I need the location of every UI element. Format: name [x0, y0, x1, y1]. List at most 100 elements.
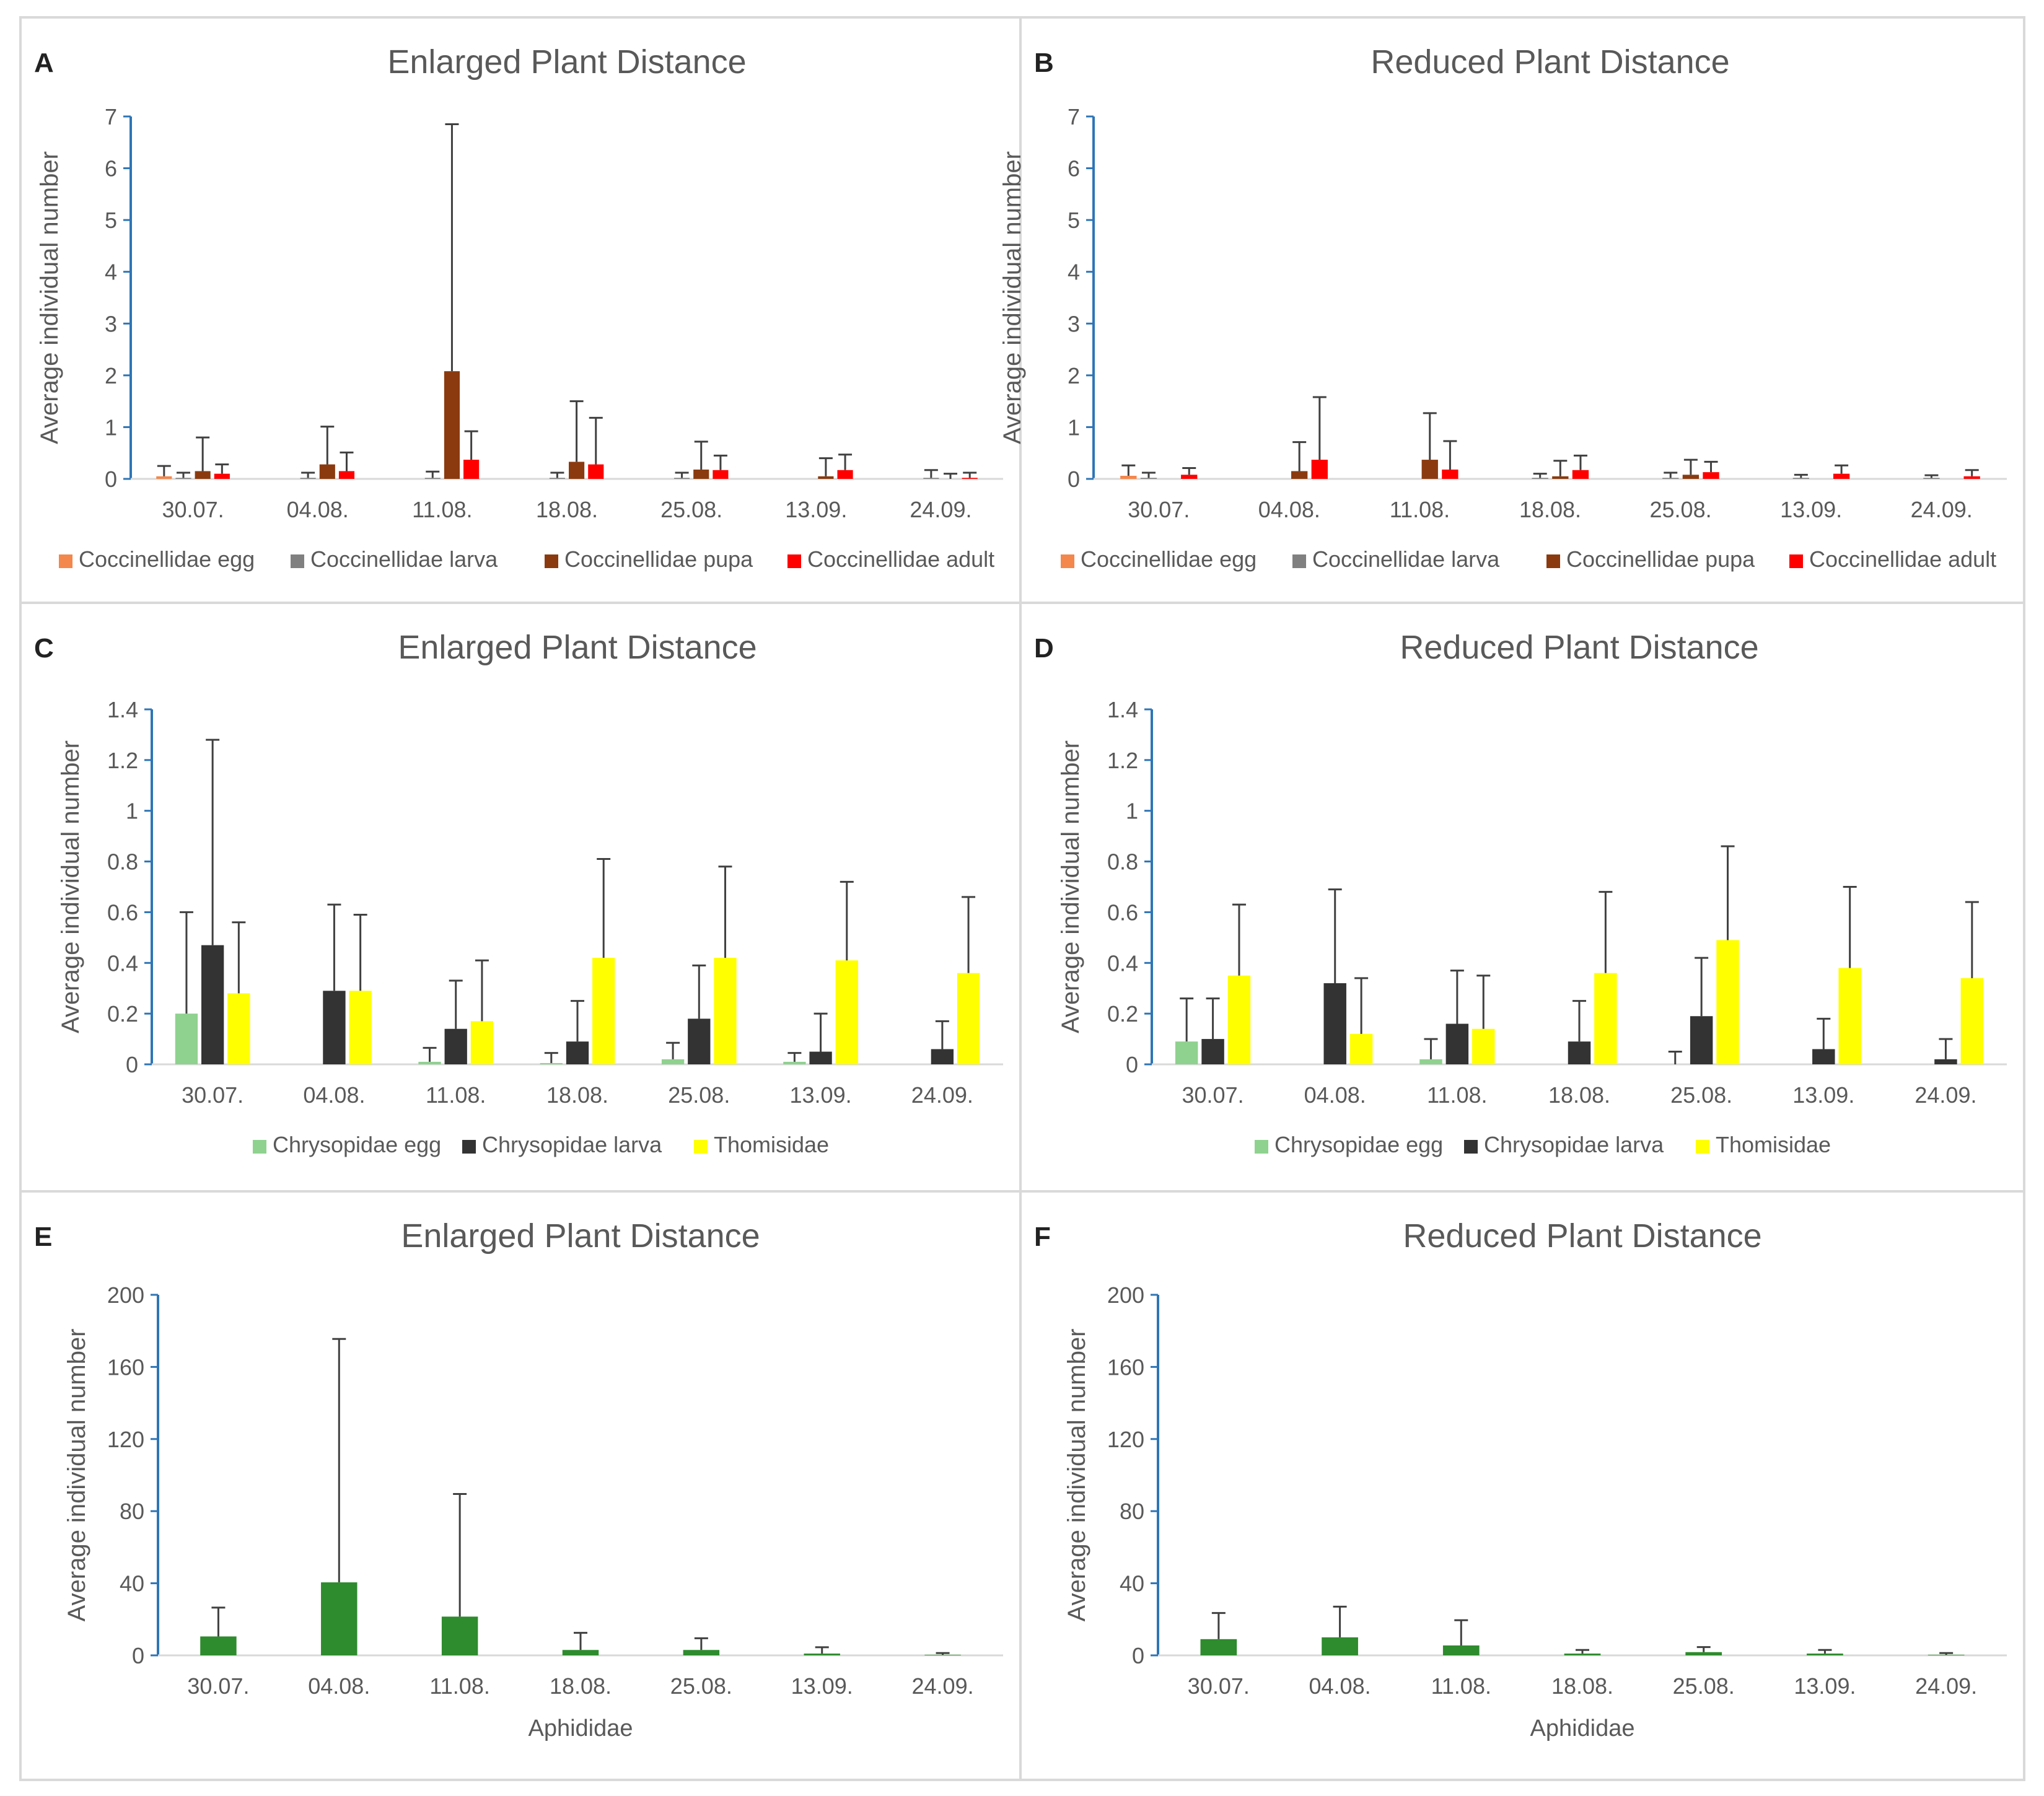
y-tick-label: 1.4: [1107, 697, 1138, 722]
bar-chrysopidae-larva-3007: [201, 945, 224, 1064]
y-tick-label: 200: [107, 1282, 144, 1308]
y-tick-label: 1.2: [1107, 748, 1138, 773]
legend-swatch-chrysopidae-egg: [253, 1140, 266, 1154]
legend-swatch-coccinellidae-adult: [787, 554, 801, 568]
bar-coccinellidae-adult-1808: [588, 464, 604, 479]
x-tick-label: 13.09.: [1780, 497, 1842, 522]
x-tick-label: 25.08.: [660, 497, 722, 522]
bar-coccinellidae-pupa-1108: [444, 371, 460, 479]
y-tick-label: 160: [1107, 1354, 1144, 1380]
bar-thomisidae-3007: [227, 993, 250, 1064]
legend: Chrysopidae egg Chrysopidae larva Thomisid…: [253, 1132, 829, 1157]
bar-coccinellidae-pupa-2508: [1682, 475, 1700, 479]
bar-coccinellidae-adult-2508: [1703, 472, 1719, 479]
x-tick-label: 18.08.: [1548, 1082, 1610, 1108]
bar-aphididae-3007: [1200, 1639, 1237, 1655]
legend-label: Coccinellidae larva: [1312, 546, 1500, 572]
y-tick-label: 5: [105, 208, 117, 233]
y-tick-label: 2: [1068, 363, 1080, 388]
bar-chrysopidae-egg-3007: [1175, 1041, 1198, 1064]
y-tick-label: 7: [1068, 104, 1080, 129]
y-tick-label: 120: [1107, 1427, 1144, 1452]
x-tick-label: 25.08.: [1673, 1673, 1735, 1699]
y-axis-label: Average individual number: [36, 151, 63, 444]
y-tick-label: 0: [126, 1052, 138, 1077]
bar-aphididae-1108: [1442, 1645, 1480, 1655]
x-tick-label: 30.07.: [162, 497, 224, 522]
y-tick-label: 1: [1126, 799, 1138, 824]
bar-chrysopidae-larva-1309: [809, 1051, 832, 1064]
bar-chrysopidae-larva-3007: [1201, 1039, 1224, 1064]
panel-letter: F: [1034, 1222, 1051, 1252]
bar-chrysopidae-larva-2508: [1690, 1016, 1713, 1064]
y-tick-label: 2: [105, 363, 117, 388]
chart-panel-e: E Enlarged Plant Distance 0 40 80 120 160 200 Av…: [34, 1217, 1003, 1741]
y-tick-label: 40: [1120, 1571, 1144, 1597]
y-tick-label: 1.4: [107, 697, 138, 722]
y-tick-label: 1.2: [107, 748, 138, 773]
y-tick-label: 80: [1120, 1499, 1144, 1524]
y-tick-label: 1: [1068, 414, 1080, 440]
y-tick-label: 4: [1068, 260, 1080, 285]
y-tick-label: 0.2: [107, 1001, 138, 1027]
bar-coccinellidae-pupa-1808: [1552, 476, 1569, 479]
legend-label: Coccinellidae egg: [79, 546, 255, 572]
bar-chrysopidae-larva-2409: [931, 1049, 954, 1064]
x-tick-label: 13.09.: [791, 1673, 853, 1699]
x-tick-label: 13.09.: [790, 1082, 852, 1108]
x-tick-label: 24.09.: [911, 1082, 973, 1108]
bar-coccinellidae-larva-0408: [300, 478, 316, 479]
y-tick-label: 80: [120, 1499, 144, 1524]
chart-title: Enlarged Plant Distance: [401, 1217, 760, 1255]
y-tick-label: 0.4: [107, 950, 138, 976]
x-tick-label: 25.08.: [1670, 1082, 1732, 1108]
chart-panel-f: F Reduced Plant Distance 0 40 80 120 160 200 Ave…: [1034, 1217, 2007, 1741]
bar-coccinellidae-egg-3007: [156, 476, 172, 479]
chart-panel-b: B Reduced Plant Distance 0 1 2 3 4 5 6 7 Average i…: [999, 43, 2007, 572]
bar-coccinellidae-adult-3007: [1181, 475, 1198, 479]
x-tick-label: 11.08.: [412, 497, 472, 522]
bar-coccinellidae-adult-0408: [338, 471, 355, 479]
y-tick-label: 1: [105, 414, 117, 440]
legend-swatch-coccinellidae-adult: [1789, 554, 1803, 568]
y-tick-label: 4: [105, 260, 117, 285]
bar-aphididae-0408: [321, 1582, 357, 1655]
x-tick-label: 18.08.: [536, 497, 598, 522]
bar-coccinellidae-pupa-2508: [693, 469, 709, 479]
y-tick-label: 3: [105, 311, 117, 336]
y-tick-label: 0.6: [107, 900, 138, 925]
bar-chrysopidae-egg-1108: [418, 1061, 441, 1064]
x-tick-label: 04.08.: [1309, 1673, 1371, 1699]
x-tick-label: 11.08.: [1427, 1082, 1487, 1108]
x-tick-label: 13.09.: [1792, 1082, 1854, 1108]
bar-coccinellidae-adult-1309: [1833, 473, 1850, 479]
bar-aphididae-1309: [804, 1654, 840, 1655]
bar-coccinellidae-adult-2409: [962, 478, 978, 479]
bar-thomisidae-1808: [1594, 973, 1617, 1064]
x-tick-label: 04.08.: [303, 1082, 365, 1108]
legend-label: Coccinellidae pupa: [1566, 546, 1755, 572]
bar-coccinellidae-larva-2409: [923, 478, 939, 479]
chart-panel-d: D Reduced Plant Distance 0 0.2 0.4 0.6 0.8 1 1.2…: [1034, 629, 2007, 1157]
bar-thomisidae-2508: [714, 958, 737, 1064]
bar-thomisidae-0408: [349, 991, 372, 1064]
y-tick-label: 0: [1132, 1643, 1144, 1668]
x-tick-label: 30.07.: [1188, 1673, 1250, 1699]
y-tick-label: 0: [1126, 1052, 1138, 1077]
y-tick-label: 200: [1107, 1282, 1144, 1308]
x-tick-label: 04.08.: [1258, 497, 1320, 522]
bar-coccinellidae-adult-1808: [1572, 470, 1589, 479]
bar-chrysopidae-egg-1808: [540, 1062, 563, 1064]
bar-coccinellidae-adult-1108: [463, 460, 480, 479]
y-tick-label: 0: [105, 467, 117, 492]
bar-chrysopidae-larva-1808: [1568, 1041, 1591, 1064]
x-tick-label: 24.09.: [1915, 1673, 1977, 1699]
bar-chrysopidae-egg-3007: [175, 1014, 198, 1064]
bar-coccinellidae-larva-3007: [1140, 478, 1157, 479]
x-tick-label: 11.08.: [426, 1082, 486, 1108]
legend-swatch-coccinellidae-pupa: [545, 554, 558, 568]
legend-label: Thomisidae: [714, 1132, 829, 1157]
bar-coccinellidae-larva-1808: [1532, 478, 1548, 479]
bar-coccinellidae-egg-3007: [1120, 475, 1137, 479]
